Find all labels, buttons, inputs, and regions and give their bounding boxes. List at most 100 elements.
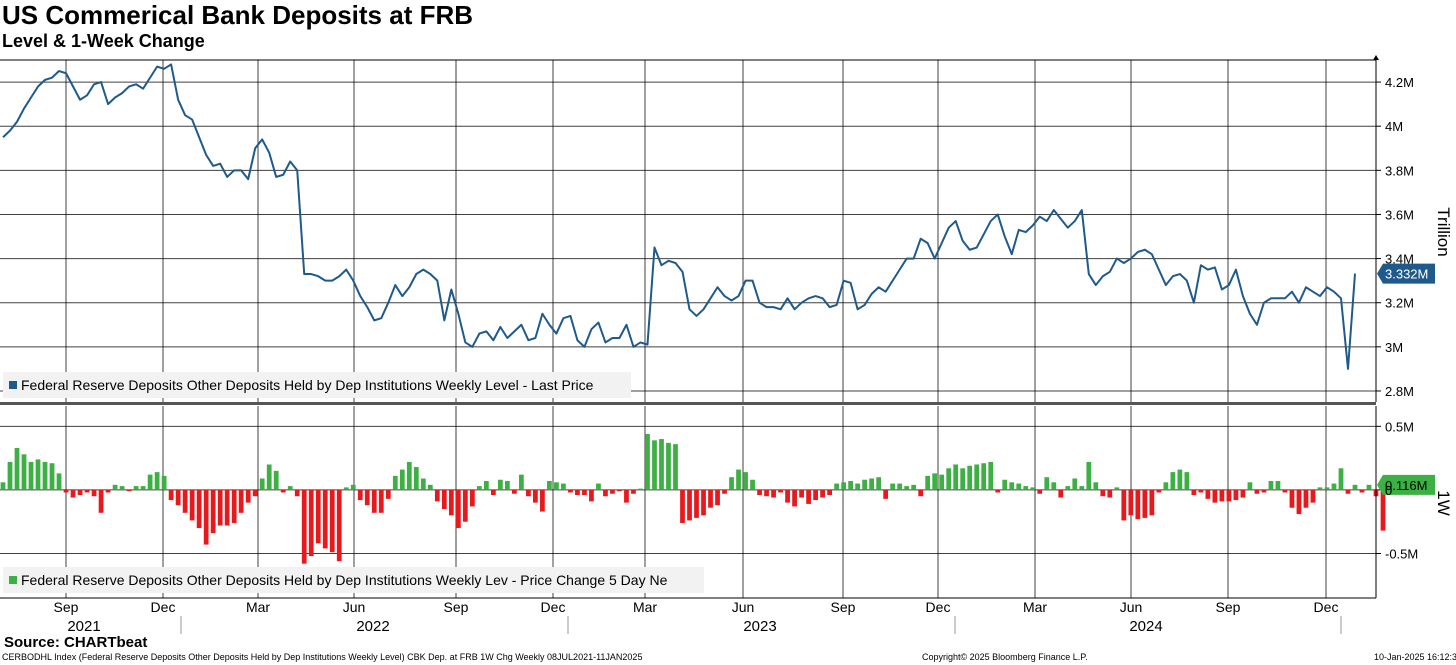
change-bar (399, 469, 405, 490)
chart-subtitle: Level & 1-Week Change (2, 31, 205, 51)
change-bar (974, 464, 980, 490)
change-bar (315, 489, 321, 544)
panel-divider (0, 402, 1376, 405)
change-bar (967, 465, 973, 490)
change-bar (1030, 487, 1036, 490)
change-bar (35, 459, 41, 490)
month-tick-label: Sep (1216, 599, 1241, 615)
change-bar (533, 489, 538, 503)
change-bar (378, 489, 384, 513)
change-bar (1163, 482, 1169, 490)
change-bar (785, 489, 790, 503)
change-bar (119, 486, 125, 490)
change-bar (203, 489, 209, 545)
change-bar (231, 489, 237, 523)
change-bar (862, 479, 868, 490)
change-bar (554, 482, 559, 490)
change-bar (371, 489, 377, 513)
change-bar (420, 478, 426, 490)
change-bar (540, 489, 545, 512)
change-bar (84, 489, 90, 493)
change-bar (589, 489, 594, 502)
change-bar (680, 489, 685, 523)
change-bar (357, 489, 363, 501)
change-bar (799, 489, 804, 498)
change-bar (42, 461, 48, 490)
change-bar (1282, 489, 1288, 493)
level-last-value-flag (1377, 263, 1435, 284)
change-bar (638, 488, 643, 490)
change-y-tick-labels: -0.5M 0 0.5M (1385, 419, 1418, 561)
change-bar (1310, 489, 1316, 503)
change-bar (189, 489, 195, 521)
change-bar (1023, 486, 1029, 490)
change-bar (918, 489, 924, 497)
change-bar (175, 489, 181, 506)
change-bar (778, 489, 783, 493)
change-bar (392, 475, 398, 490)
vertical-gridlines (65, 60, 1327, 598)
change-bar (512, 489, 517, 494)
change-bar (911, 484, 917, 490)
change-bar (1247, 482, 1253, 490)
change-bar (876, 477, 882, 490)
change-bar (140, 486, 146, 490)
change-bar (483, 481, 489, 490)
change-bar (1107, 489, 1113, 498)
change-bar (1177, 469, 1183, 490)
change-bar (526, 489, 531, 497)
change-bar (855, 483, 861, 490)
change-bar (729, 477, 734, 490)
change-bar (1058, 489, 1064, 498)
change-bar (1086, 461, 1092, 490)
change-bar (406, 461, 412, 490)
change-bar (750, 479, 755, 490)
month-tick-label: Dec (151, 599, 176, 615)
change-bar (1128, 489, 1134, 516)
change-bar (77, 489, 83, 496)
change-bar (736, 469, 741, 490)
change-bar (547, 481, 552, 490)
level-y-tick-labels: 2.8M 3M 3.2M 3.4M 3.6M 3.8M 4M 4.2M (1385, 75, 1414, 399)
change-bar (981, 463, 987, 490)
change-bar (1212, 489, 1218, 503)
change-bar (385, 489, 391, 499)
level-y-tick-label: 2.8M (1385, 384, 1414, 399)
level-last-value-label: 3.332M (1385, 267, 1428, 282)
change-bar (834, 483, 839, 490)
change-y-axis-title: 1W (1434, 490, 1453, 516)
change-bar (1149, 489, 1155, 516)
change-bar (813, 489, 818, 501)
change-bar (224, 489, 230, 526)
change-bar (1240, 489, 1246, 498)
change-bar (708, 489, 713, 508)
change-bar (98, 489, 104, 513)
change-bar (995, 489, 1001, 493)
month-tick-label: Dec (1314, 599, 1339, 615)
level-y-tick-label: 3.6M (1385, 207, 1414, 222)
year-tick-label: 2023 (743, 618, 776, 635)
change-bar (610, 489, 615, 494)
change-bar (575, 489, 580, 496)
change-bar (154, 472, 160, 490)
change-bar (490, 489, 496, 496)
change-bar (112, 484, 118, 490)
change-bar (1051, 482, 1057, 490)
change-bar (946, 468, 952, 490)
chart-title: US Commerical Bank Deposits at FRB (2, 0, 474, 30)
footnote: CERBODHL Index (Federal Reserve Deposits… (2, 652, 643, 662)
change-bar (687, 489, 692, 521)
change-last-value-label: 0.116M (1385, 478, 1427, 493)
change-bar (441, 489, 447, 509)
level-legend-swatch (9, 381, 17, 389)
change-bar (568, 489, 573, 493)
change-bar (1121, 489, 1127, 521)
change-bar (953, 464, 959, 490)
change-bar (287, 486, 293, 490)
change-bar (1219, 489, 1225, 502)
change-bar (1037, 489, 1043, 494)
change-bar (1191, 489, 1197, 496)
level-panel-grid (0, 81, 1381, 392)
change-bar (1016, 483, 1022, 490)
